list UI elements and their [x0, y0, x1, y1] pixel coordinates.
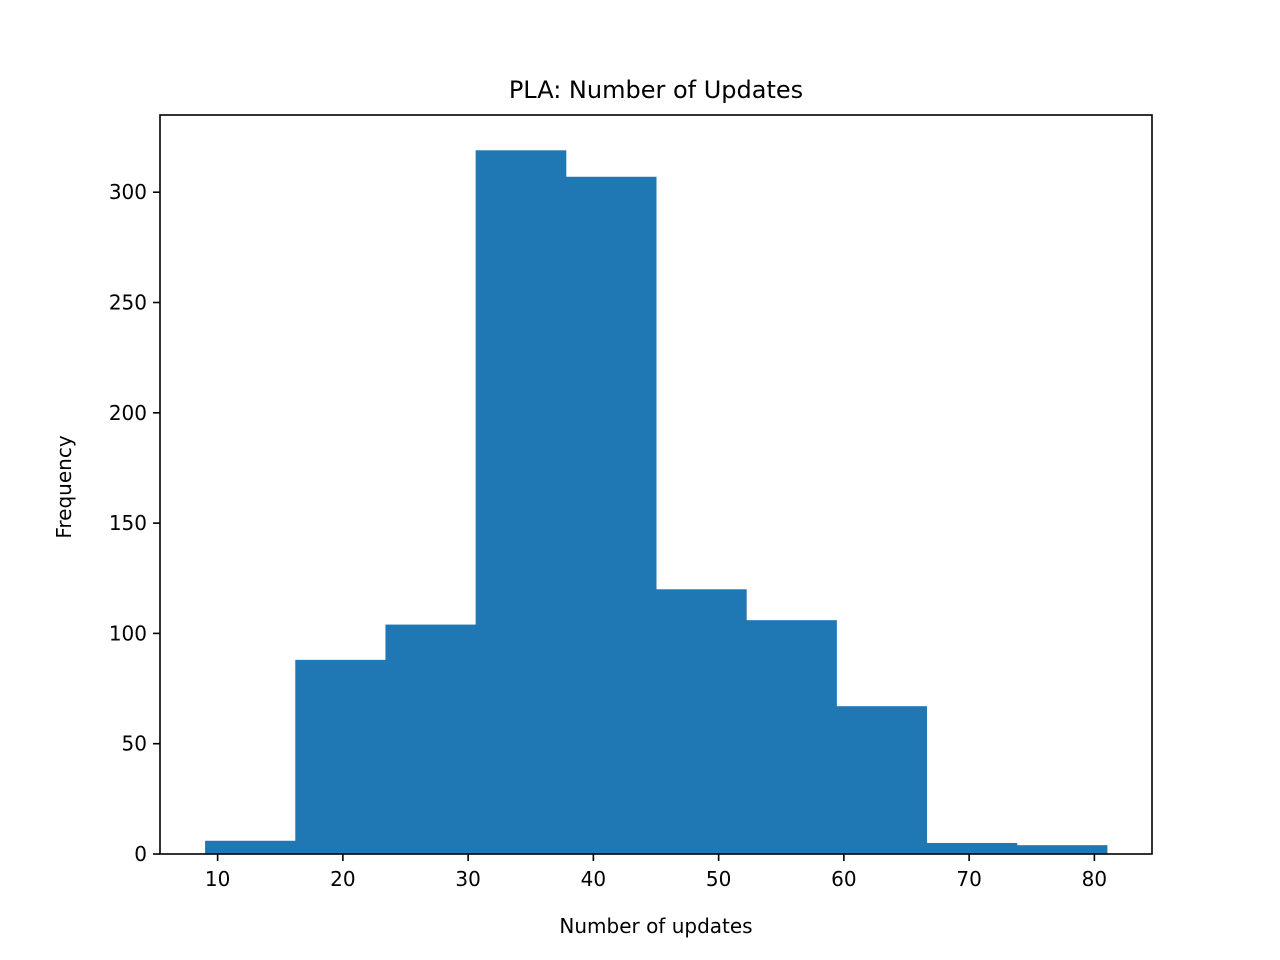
chart-title: PLA: Number of Updates [509, 76, 803, 104]
y-axis-ticks: 0 50 100 150 200 250 300 [109, 180, 160, 866]
histogram-bar [565, 176, 657, 855]
y-tick-label: 50 [122, 732, 147, 756]
x-tick-label: 10 [205, 867, 230, 891]
y-tick-label: 300 [109, 180, 147, 204]
histogram-bar [295, 659, 386, 854]
y-tick-label: 200 [109, 401, 147, 425]
x-tick-label: 70 [956, 867, 981, 891]
x-axis-label: Number of updates [559, 914, 752, 938]
histogram-bars [205, 150, 1108, 855]
x-axis-ticks: 10 20 30 40 50 60 70 80 [205, 854, 1107, 891]
histogram-bar [836, 706, 928, 854]
histogram-bar [656, 589, 747, 854]
y-tick-label: 250 [109, 291, 147, 315]
histogram-bar [746, 620, 837, 854]
y-tick-label: 150 [109, 511, 147, 535]
histogram-bar [926, 842, 1018, 854]
histogram-bar [205, 840, 296, 854]
y-tick-label: 100 [109, 621, 147, 645]
x-tick-label: 80 [1082, 867, 1107, 891]
y-axis-label: Frequency [52, 435, 76, 538]
histogram-bar [475, 150, 567, 854]
histogram-bar [1016, 845, 1108, 854]
histogram-bar [385, 624, 477, 854]
axes-frame [159, 114, 1153, 855]
x-tick-label: 50 [706, 867, 731, 891]
x-tick-label: 20 [330, 867, 355, 891]
x-tick-label: 30 [455, 867, 480, 891]
x-tick-label: 40 [581, 867, 606, 891]
x-tick-label: 60 [831, 867, 856, 891]
y-tick-label: 0 [134, 842, 147, 866]
